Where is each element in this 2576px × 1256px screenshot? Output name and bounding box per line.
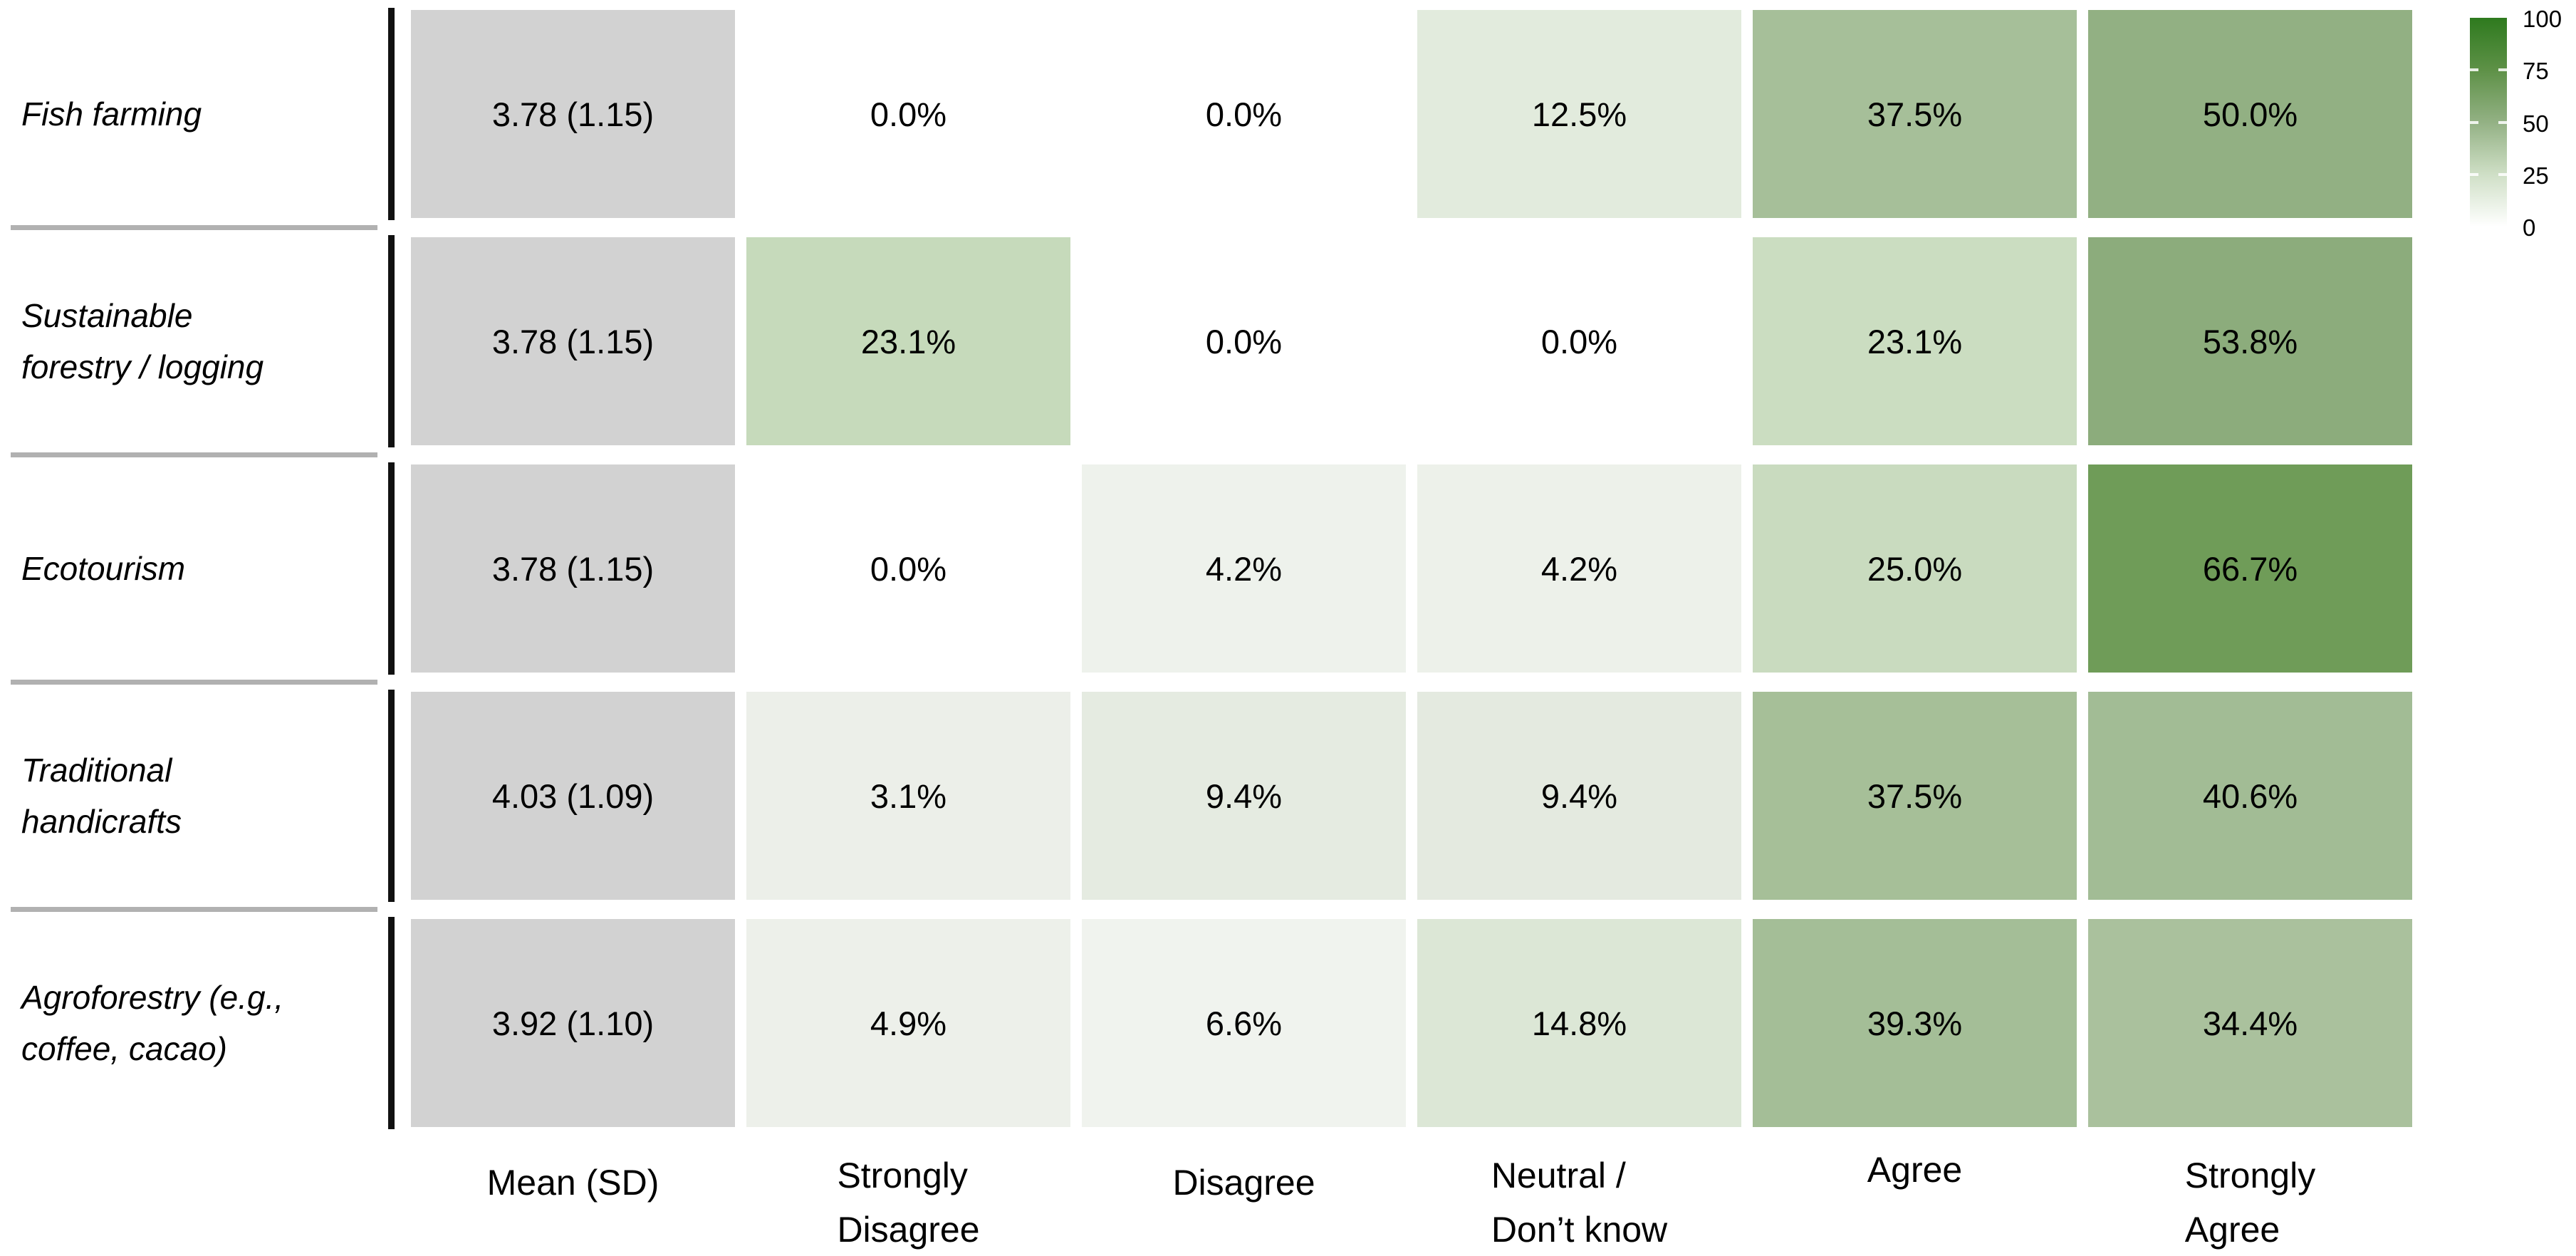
row-label: Fish farming [21,95,202,133]
heatmap-cell: 9.4% [1417,692,1741,900]
mean-sd-cell: 3.78 (1.15) [411,464,735,673]
legend-tick-mark [2498,120,2507,124]
column-label: Neutral / Don’t know [1417,1148,1741,1256]
heatmap-cell: 40.6% [2088,692,2412,900]
row-separator [11,452,377,457]
heatmap-cell: 25.0% [1753,464,2077,673]
column-label-text: Mean (SD) [486,1163,659,1203]
column-label: Mean (SD) [411,1156,735,1210]
heatmap-cell: 37.5% [1753,692,2077,900]
heatmap-cell: 23.1% [746,237,1070,445]
row-axis-line [388,690,395,902]
heatmap-cell: 0.0% [746,10,1070,218]
heatmap-cell: 3.1% [746,692,1070,900]
column-label-text: Agree [1867,1150,1963,1190]
column-label: Strongly Agree [2088,1148,2412,1256]
heatmap-cell: 12.5% [1417,10,1741,218]
row-label: Sustainable forestry / logging [21,297,264,385]
legend-tick-label: 25 [2523,162,2549,189]
heatmap-cell: 4.2% [1417,464,1741,673]
legend-tick-mark [2470,120,2478,124]
legend-tick-label: 50 [2523,110,2549,137]
column-label: Agree [1753,1143,2077,1197]
row-axis-line [388,917,395,1129]
legend-tick-label: 100 [2523,6,2562,32]
heatmap-cell: 0.0% [1082,10,1406,218]
mean-sd-cell: 3.92 (1.10) [411,919,735,1127]
mean-sd-cell: 3.78 (1.15) [411,237,735,445]
legend-tick-mark [2470,172,2478,176]
heatmap-cell: 4.2% [1082,464,1406,673]
heatmap-cell: 50.0% [2088,10,2412,218]
heatmap-cell: 14.8% [1417,919,1741,1127]
legend-tick-label: 75 [2523,58,2549,85]
column-label-text: Strongly Agree [2184,1156,2316,1250]
heatmap-cell: 6.6% [1082,919,1406,1127]
legend-tick-mark [2470,68,2478,72]
column-label: Strongly Disagree [746,1148,1070,1256]
heatmap-cell: 39.3% [1753,919,2077,1127]
row-label: Traditional handicrafts [21,752,182,840]
heatmap-cell: 23.1% [1753,237,2077,445]
row-separator [11,907,377,912]
heatmap-cell: 0.0% [746,464,1070,673]
row-axis-line [388,8,395,220]
column-label-text: Disagree [1172,1163,1315,1203]
legend-tick-label: 0 [2523,214,2536,241]
mean-sd-cell: 3.78 (1.15) [411,10,735,218]
heatmap-cell: 37.5% [1753,10,2077,218]
row-axis-line [388,462,395,675]
row-label: Ecotourism [21,550,186,587]
legend-tick-mark [2498,172,2507,176]
heatmap-cell: 9.4% [1082,692,1406,900]
heatmap-cell: 34.4% [2088,919,2412,1127]
heatmap-cell: 0.0% [1417,237,1741,445]
mean-sd-cell: 4.03 (1.09) [411,692,735,900]
row-separator [11,225,377,230]
row-label: Agroforestry (e.g., coffee, cacao) [21,979,284,1067]
heatmap-cell: 53.8% [2088,237,2412,445]
heatmap-cell: 4.9% [746,919,1070,1127]
row-axis-line [388,235,395,447]
legend-tick-mark [2498,68,2507,72]
column-label-text: Strongly Disagree [837,1156,980,1250]
column-label-text: Neutral / Don’t know [1491,1156,1668,1250]
column-label: Disagree [1082,1156,1406,1210]
heatmap-cell: 0.0% [1082,237,1406,445]
heatmap-cell: 66.7% [2088,464,2412,673]
row-separator [11,680,377,685]
